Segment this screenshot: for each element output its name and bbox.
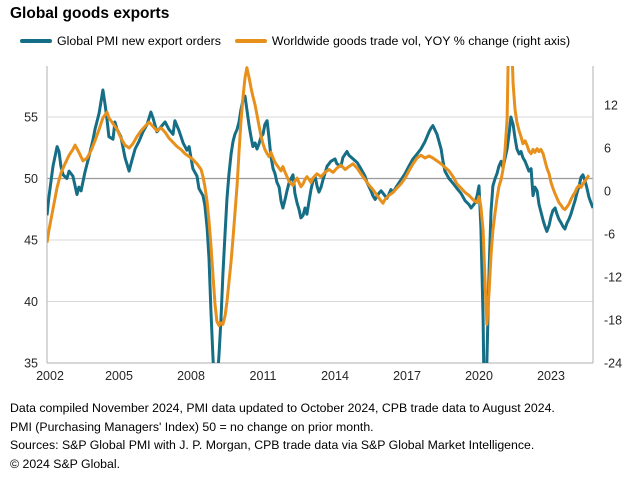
right-axis-tick-label: 12 xyxy=(604,98,618,112)
left-axis-tick-label: 55 xyxy=(24,110,38,124)
x-axis-tick-label: 2017 xyxy=(393,369,421,383)
x-axis-tick-label: 2014 xyxy=(321,369,349,383)
legend: Global PMI new export orders Worldwide g… xyxy=(20,34,570,48)
x-axis-tick-label: 2020 xyxy=(465,369,493,383)
footnote-line: © 2024 S&P Global. xyxy=(10,456,121,471)
left-axis-tick-label: 35 xyxy=(24,356,38,370)
right-axis-tick-label: 0 xyxy=(604,184,611,198)
legend-item-trade: Worldwide goods trade vol, YOY % change … xyxy=(234,34,571,48)
left-axis-tick-label: 40 xyxy=(24,295,38,309)
legend-label-pmi: Global PMI new export orders xyxy=(57,34,221,48)
right-axis-tick-label: 6 xyxy=(604,141,611,155)
x-axis-tick-label: 2011 xyxy=(250,369,277,383)
footnotes: Data compiled November 2024, PMI data up… xyxy=(10,399,555,473)
pmi-line-swatch-icon xyxy=(20,39,52,43)
x-axis-tick-label: 2008 xyxy=(177,369,205,383)
x-axis-tick-label: 2002 xyxy=(36,369,64,383)
right-axis-tick-label: -24 xyxy=(604,356,622,370)
footnote-line: Sources: S&P Global PMI with J. P. Morga… xyxy=(10,438,535,453)
left-axis-tick-label: 45 xyxy=(24,233,38,247)
footnote-line: Data compiled November 2024, PMI data up… xyxy=(10,401,555,415)
x-axis-tick-label: 2005 xyxy=(105,369,133,383)
trade-series-line xyxy=(47,66,591,328)
legend-item-pmi: Global PMI new export orders xyxy=(20,34,221,48)
left-axis-tick-label: 50 xyxy=(24,172,38,186)
legend-label-trade: Worldwide goods trade vol, YOY % change … xyxy=(271,34,571,48)
chart-title: Global goods exports xyxy=(10,5,170,22)
footnote-line: PMI (Purchasing Managers' Index) 50 = no… xyxy=(10,419,374,434)
right-axis-tick-label: -18 xyxy=(604,313,622,327)
right-axis-tick-label: -12 xyxy=(604,270,622,284)
right-axis-tick-label: -6 xyxy=(604,227,615,241)
x-axis-tick-label: 2023 xyxy=(537,369,565,383)
trade-line-swatch-icon xyxy=(234,39,267,43)
